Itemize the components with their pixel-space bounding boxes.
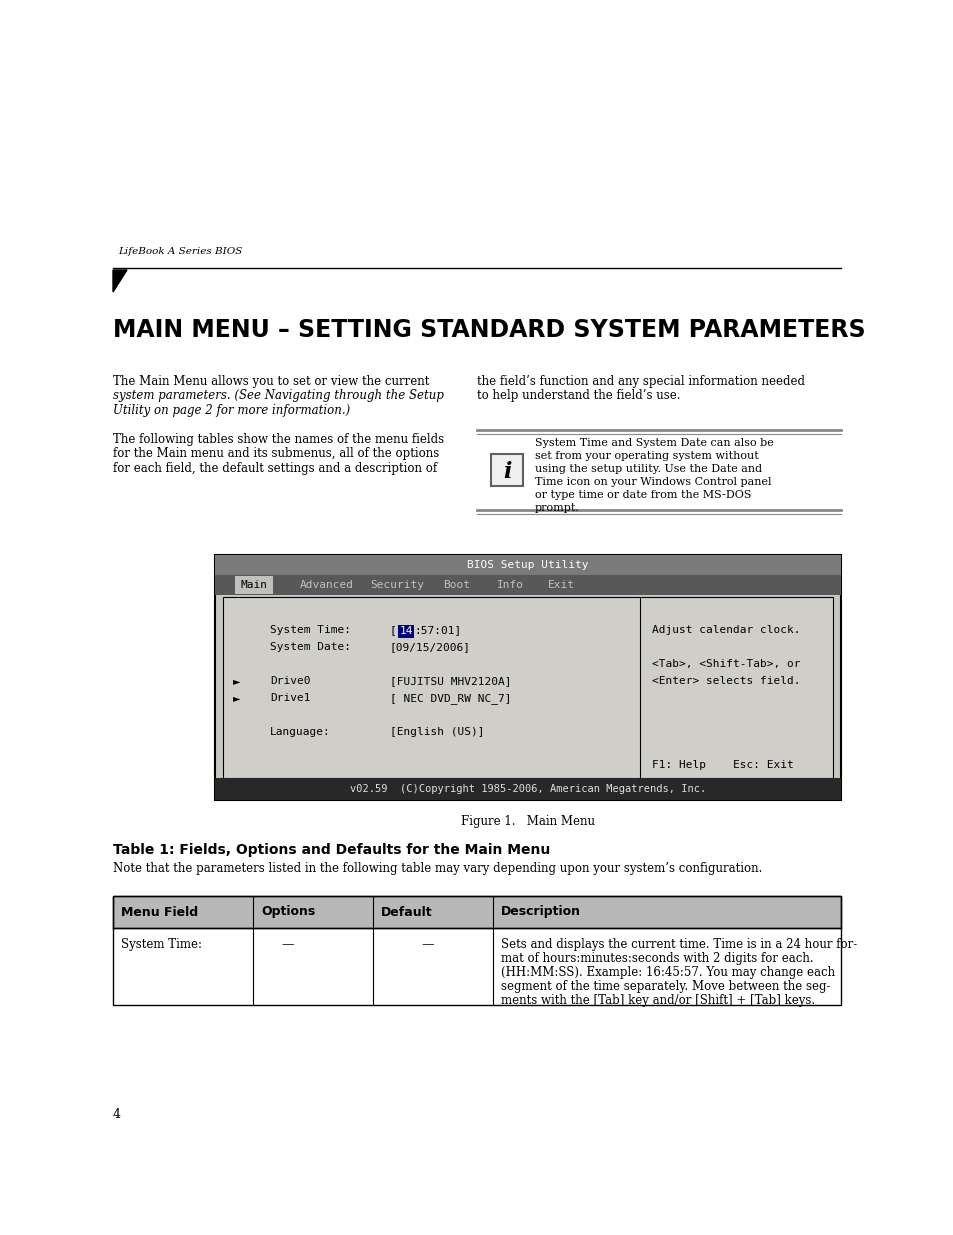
Text: [: [	[390, 625, 396, 635]
Text: Advanced: Advanced	[299, 580, 354, 590]
Text: System Time and System Date can also be: System Time and System Date can also be	[535, 438, 773, 448]
Text: Table 1: Fields, Options and Defaults for the Main Menu: Table 1: Fields, Options and Defaults fo…	[112, 844, 550, 857]
Bar	[214, 778, 841, 800]
Text: The Main Menu allows you to set or view the current: The Main Menu allows you to set or view …	[112, 375, 429, 388]
Text: BIOS Setup Utility: BIOS Setup Utility	[467, 559, 588, 571]
Text: F1: Help    Esc: Exit: F1: Help Esc: Exit	[651, 760, 793, 769]
Text: set from your operating system without: set from your operating system without	[535, 451, 758, 461]
Text: ►: ►	[233, 676, 240, 685]
Text: —: —	[421, 939, 434, 951]
Text: i: i	[502, 461, 511, 483]
Text: [ NEC DVD_RW NC_7]: [ NEC DVD_RW NC_7]	[390, 693, 511, 704]
Text: Description: Description	[500, 905, 580, 919]
Text: LifeBook A Series BIOS: LifeBook A Series BIOS	[118, 247, 242, 256]
Text: for each field, the default settings and a description of: for each field, the default settings and…	[112, 462, 436, 475]
Text: Exit: Exit	[547, 580, 575, 590]
Text: Language:: Language:	[270, 727, 331, 737]
Polygon shape	[112, 270, 127, 291]
Text: System Time:: System Time:	[270, 625, 351, 635]
Text: ments with the [Tab] key and/or [Shift] + [Tab] keys.: ments with the [Tab] key and/or [Shift] …	[500, 994, 814, 1007]
Text: (HH:MM:SS). Example: 16:45:57. You may change each: (HH:MM:SS). Example: 16:45:57. You may c…	[500, 966, 834, 979]
Text: Main: Main	[240, 580, 267, 590]
Bar	[491, 454, 522, 487]
Text: Time icon on your Windows Control panel: Time icon on your Windows Control panel	[535, 477, 771, 487]
Text: segment of the time separately. Move between the seg-: segment of the time separately. Move bet…	[500, 981, 830, 993]
Bar	[214, 555, 841, 800]
Text: Options: Options	[261, 905, 314, 919]
Bar	[214, 576, 841, 595]
Text: :57:01]: :57:01]	[414, 625, 460, 635]
Text: 14: 14	[399, 626, 413, 636]
Text: Security: Security	[370, 580, 423, 590]
Bar	[112, 897, 841, 1005]
Text: Drive0: Drive0	[270, 676, 310, 685]
Text: to help understand the field’s use.: to help understand the field’s use.	[476, 389, 679, 403]
Text: Drive1: Drive1	[270, 693, 310, 703]
Text: <Enter> selects field.: <Enter> selects field.	[651, 676, 800, 685]
Text: Note that the parameters listed in the following table may vary depending upon y: Note that the parameters listed in the f…	[112, 862, 761, 876]
Text: [09/15/2006]: [09/15/2006]	[390, 642, 471, 652]
Text: system parameters. (See Navigating through the Setup: system parameters. (See Navigating throu…	[112, 389, 443, 403]
Text: Default: Default	[380, 905, 432, 919]
Text: the field’s function and any special information needed: the field’s function and any special inf…	[476, 375, 804, 388]
Text: or type time or date from the MS-DOS: or type time or date from the MS-DOS	[535, 490, 751, 500]
Text: prompt.: prompt.	[535, 503, 579, 513]
Bar	[214, 555, 841, 576]
Bar	[223, 597, 832, 778]
Text: ►: ►	[233, 693, 240, 703]
Text: using the setup utility. Use the Date and: using the setup utility. Use the Date an…	[535, 464, 761, 474]
Text: <Tab>, <Shift-Tab>, or: <Tab>, <Shift-Tab>, or	[651, 659, 800, 669]
Text: Boot: Boot	[442, 580, 470, 590]
Text: v02.59  (C)Copyright 1985-2006, American Megatrends, Inc.: v02.59 (C)Copyright 1985-2006, American …	[350, 784, 705, 794]
Text: Menu Field: Menu Field	[121, 905, 198, 919]
Text: System Date:: System Date:	[270, 642, 351, 652]
Text: —: —	[281, 939, 294, 951]
Bar	[234, 576, 273, 594]
Text: [English (US)]: [English (US)]	[390, 727, 484, 737]
Text: for the Main menu and its submenus, all of the options: for the Main menu and its submenus, all …	[112, 447, 438, 461]
Text: 4: 4	[112, 1108, 121, 1121]
Text: [FUJITSU MHV2120A]: [FUJITSU MHV2120A]	[390, 676, 511, 685]
Text: Adjust calendar clock.: Adjust calendar clock.	[651, 625, 800, 635]
Text: Sets and displays the current time. Time is in a 24 hour for-: Sets and displays the current time. Time…	[500, 939, 857, 951]
Text: System Time:: System Time:	[121, 939, 202, 951]
Text: The following tables show the names of the menu fields: The following tables show the names of t…	[112, 433, 444, 446]
Text: MAIN MENU – SETTING STANDARD SYSTEM PARAMETERS: MAIN MENU – SETTING STANDARD SYSTEM PARA…	[112, 317, 864, 342]
Text: Info: Info	[497, 580, 523, 590]
Text: Figure 1.   Main Menu: Figure 1. Main Menu	[460, 815, 595, 827]
Bar	[112, 897, 841, 927]
Text: mat of hours:minutes:seconds with 2 digits for each.: mat of hours:minutes:seconds with 2 digi…	[500, 952, 813, 965]
Text: Utility on page 2 for more information.): Utility on page 2 for more information.)	[112, 404, 350, 417]
Bar	[397, 625, 414, 638]
